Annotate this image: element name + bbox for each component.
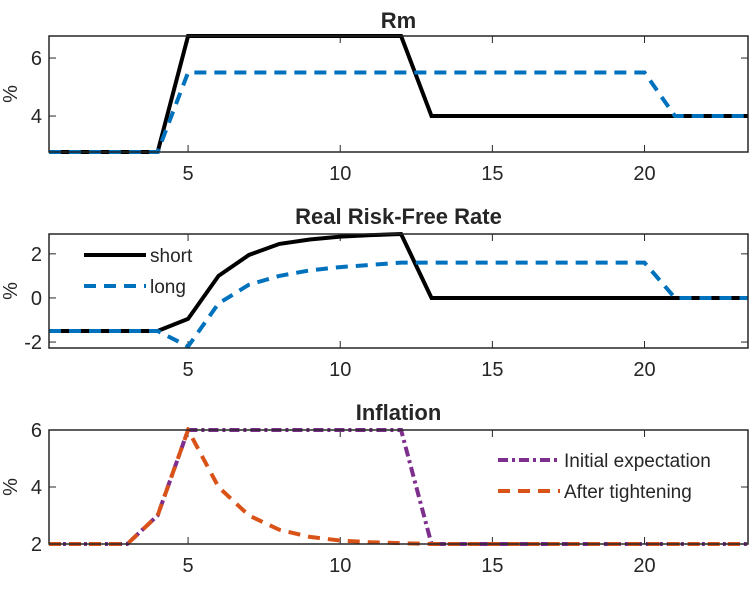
subplot-1: Rm% 5 10 15 20 4 6 — [0, 8, 749, 185]
series-line-short — [49, 231, 748, 334]
y-tick-label: 6 — [31, 420, 42, 442]
y-axis-label: % — [0, 282, 22, 300]
legend-label: After tightening — [564, 482, 692, 503]
y-tick-label: 4 — [31, 477, 42, 499]
x-tick-label: 20 — [633, 359, 655, 381]
y-tick-label: 0 — [31, 288, 42, 310]
x-tick-label: 5 — [183, 163, 194, 185]
x-tick-label: 10 — [329, 555, 351, 577]
x-tick-label: 20 — [633, 163, 655, 185]
x-tick-label: 5 — [183, 359, 194, 381]
x-tick-label: 15 — [481, 359, 503, 381]
legend: short long — [84, 246, 193, 298]
series-line-after-tightening — [49, 427, 748, 546]
subplot-title: Rm — [381, 8, 416, 33]
subplot-title: Real Risk-Free Rate — [295, 204, 502, 229]
legend-label: Initial expectation — [564, 451, 711, 472]
y-axis-label: % — [0, 85, 22, 103]
series-line-long — [49, 260, 748, 350]
axes-box — [48, 35, 749, 153]
subplot-title: Inflation — [356, 400, 442, 425]
series-line-short — [49, 34, 748, 154]
legend-label: long — [150, 277, 186, 298]
y-axis-label: % — [0, 478, 22, 496]
y-tick-label: 4 — [31, 106, 42, 128]
x-tick-label: 15 — [481, 555, 503, 577]
y-tick-label: 2 — [31, 534, 42, 556]
axes-box — [48, 233, 749, 349]
legend-label: short — [150, 246, 193, 267]
subplot-2: Real Risk-Free Rate% 5 10 15 20 -2 0 2 short long — [0, 204, 749, 381]
y-tick-label: 2 — [31, 244, 42, 266]
x-tick-label: 15 — [481, 163, 503, 185]
x-tick-label: 10 — [329, 163, 351, 185]
y-tick-label: -2 — [24, 332, 42, 354]
x-tick-label: 5 — [183, 555, 194, 577]
x-tick-label: 10 — [329, 359, 351, 381]
subplot-3: Inflation% 5 10 15 20 2 4 6 Initial expectation A… — [0, 400, 749, 577]
series-line-long — [49, 70, 748, 154]
y-tick-label: 6 — [31, 48, 42, 70]
legend: Initial expectation After tightening — [498, 451, 711, 503]
x-tick-label: 20 — [633, 555, 655, 577]
axes-box — [48, 429, 749, 545]
